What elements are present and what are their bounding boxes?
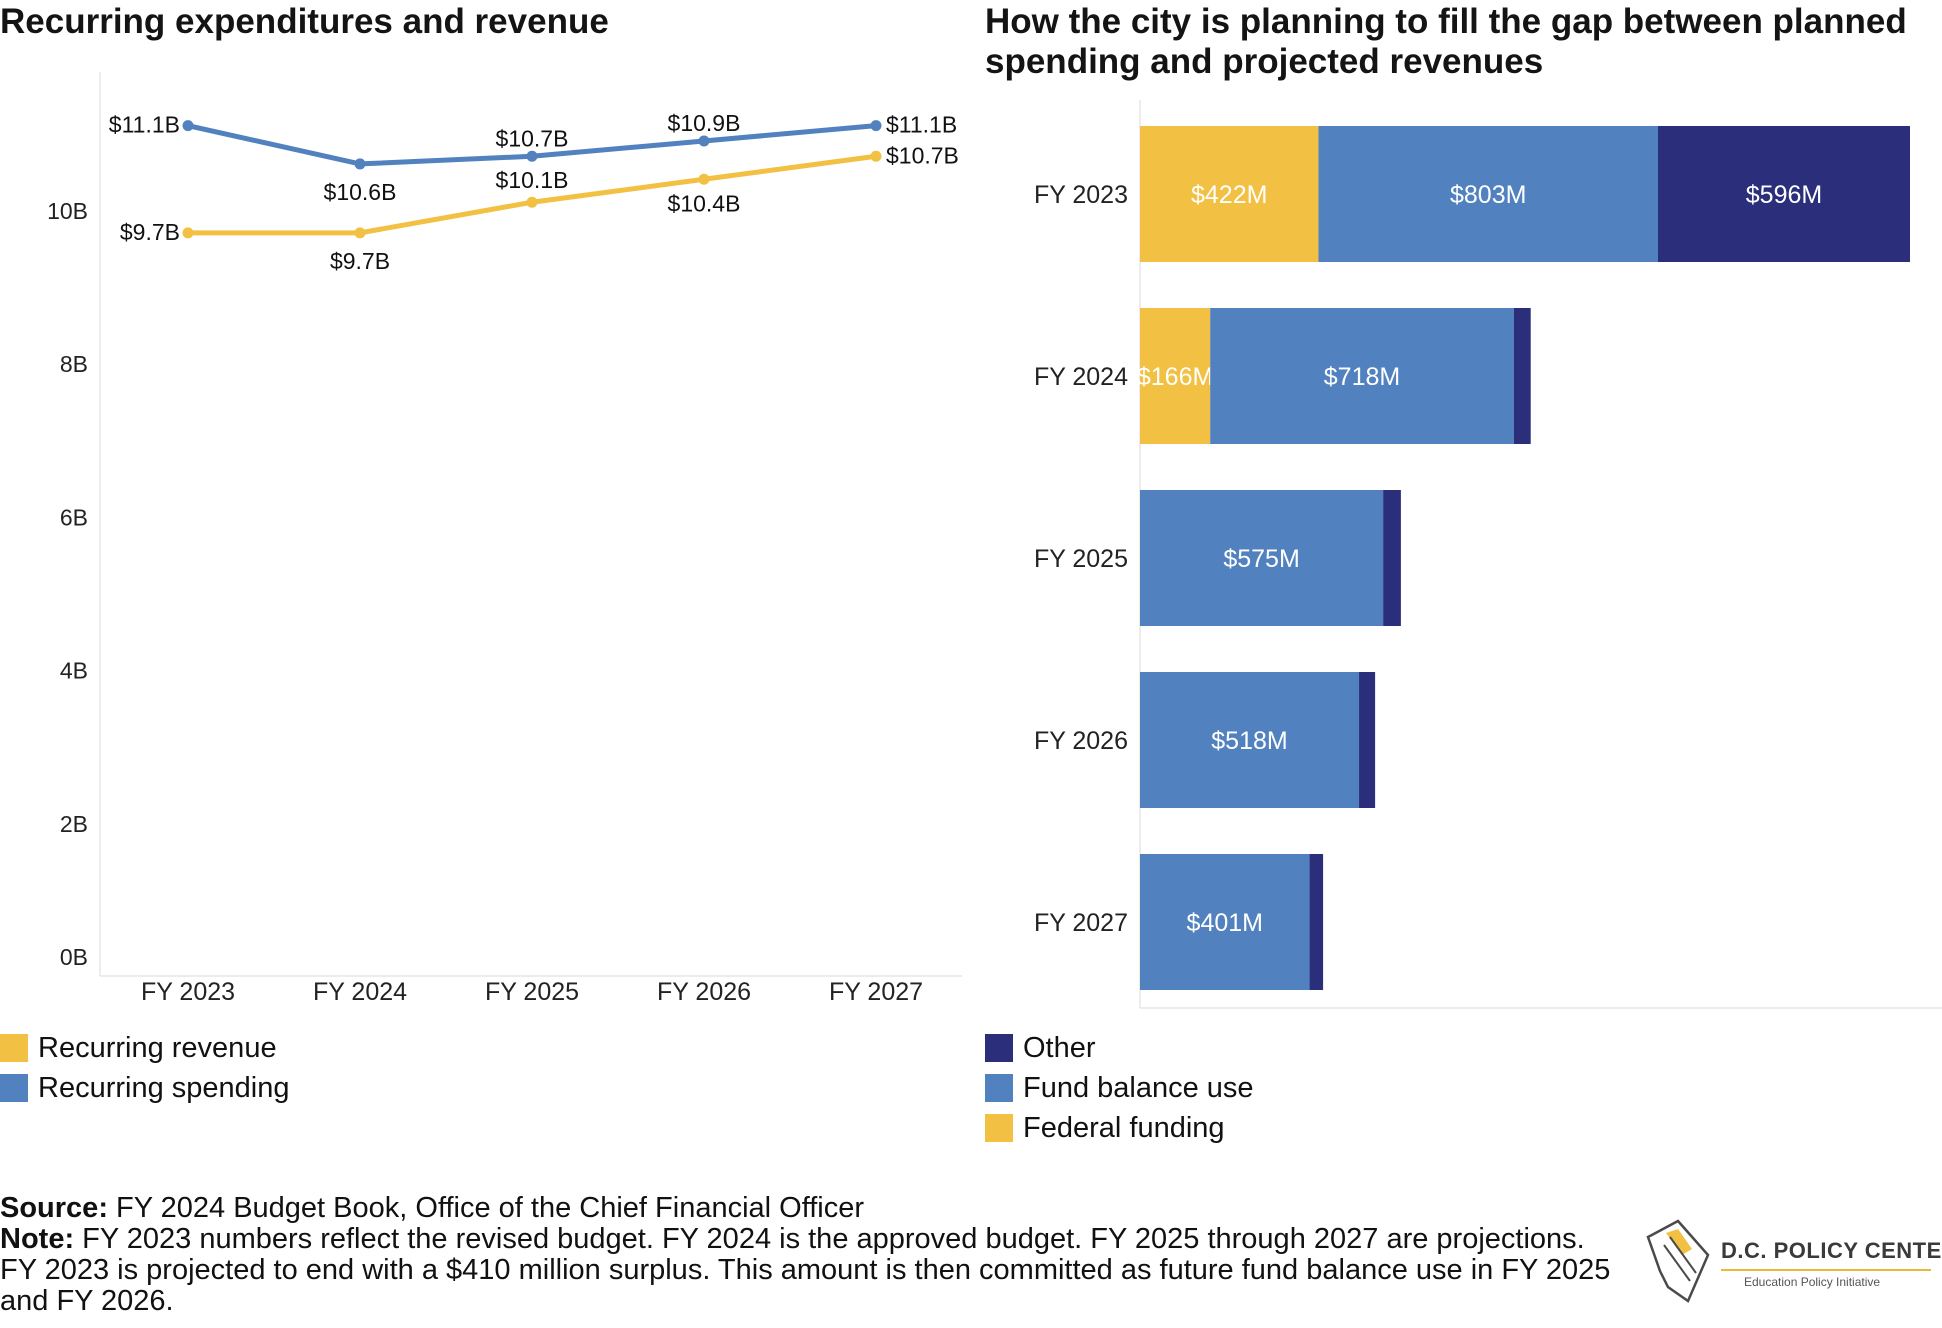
data-label-spending: $11.1B (109, 112, 180, 138)
legend-item-spending: Recurring spending (0, 1068, 289, 1108)
bar-value-label: $803M (1450, 181, 1526, 209)
data-point (182, 120, 194, 132)
bar-value-label: $575M (1223, 545, 1299, 573)
data-point (698, 173, 710, 185)
bar-category-label: FY 2027 (1034, 909, 1128, 937)
dc-policy-center-logo: D.C. POLICY CENTER Education Policy Init… (1638, 1215, 1942, 1305)
line-chart-legend: Recurring revenue Recurring spending (0, 1028, 289, 1108)
footer-notes: Source: FY 2024 Budget Book, Office of t… (0, 1193, 1620, 1317)
y-tick-label: 8B (60, 351, 88, 377)
bar-segment-other (1513, 308, 1531, 444)
data-point (354, 227, 366, 239)
legend-item-federal: Federal funding (985, 1108, 1254, 1148)
bar-segment-fund-balance (1318, 126, 1658, 262)
data-point (526, 150, 538, 162)
logo-divider (1721, 1269, 1931, 1271)
bar-value-label: $401M (1187, 909, 1263, 937)
stacked-bar-chart: FY 2023 $422M $803M $596M FY 2024 $166M $718M F… (1034, 100, 1942, 1009)
data-label-spending: $10.9B (668, 110, 741, 136)
source-line: Source: FY 2024 Budget Book, Office of t… (0, 1193, 1620, 1224)
legend-label-revenue: Recurring revenue (38, 1032, 277, 1064)
data-label-spending: $10.6B (324, 179, 397, 205)
data-label-revenue: $9.7B (330, 248, 390, 274)
bar-segment-federal (1140, 308, 1211, 444)
data-label-revenue: $10.7B (886, 142, 959, 168)
bar-value-label: $596M (1746, 181, 1822, 209)
data-label-spending: $10.7B (496, 125, 569, 151)
bar-segment-fund-balance (1140, 672, 1360, 808)
bar-segment-other (1359, 672, 1376, 808)
left-chart-title: Recurring expenditures and revenue (0, 2, 609, 41)
legend-swatch-federal (985, 1114, 1013, 1142)
y-tick-label: 4B (60, 658, 88, 684)
bar-value-label: $166M (1137, 363, 1213, 391)
logo-subtitle: Education Policy Initiative (1744, 1275, 1881, 1289)
logo-name: D.C. POLICY CENTER (1721, 1238, 1942, 1263)
bar-segment-other (1383, 490, 1401, 626)
bar-segment-fund-balance (1140, 490, 1384, 626)
bar-category-label: FY 2025 (1034, 545, 1128, 573)
y-tick-label: 10B (47, 198, 88, 224)
data-point (526, 196, 538, 208)
legend-swatch-other (985, 1034, 1013, 1062)
bar-value-label: $518M (1211, 727, 1287, 755)
legend-swatch-fund-balance (985, 1074, 1013, 1102)
legend-label-other: Other (1023, 1032, 1096, 1064)
line-chart: 0B 2B 4B 6B 8B 10B FY 2023 FY 2024 FY 2025 FY 202… (47, 72, 962, 1006)
data-label-revenue: $10.1B (496, 167, 569, 193)
x-tick-label: FY 2024 (313, 978, 407, 1006)
legend-label-federal: Federal funding (1023, 1112, 1225, 1144)
legend-swatch-spending (0, 1074, 28, 1102)
y-tick-label: 2B (60, 811, 88, 837)
source-text: FY 2024 Budget Book, Office of the Chief… (107, 1192, 865, 1224)
data-point (698, 135, 710, 147)
data-point (870, 150, 882, 162)
legend-label-fund-balance: Fund balance use (1023, 1072, 1254, 1104)
legend-swatch-revenue (0, 1034, 28, 1062)
note-line: Note: FY 2023 numbers reflect the revise… (0, 1224, 1620, 1317)
right-chart-title: How the city is planning to fill the gap… (985, 2, 1907, 81)
x-tick-label: FY 2023 (141, 978, 235, 1006)
data-point (870, 120, 882, 132)
bar-chart-legend: Other Fund balance use Federal funding (985, 1028, 1254, 1148)
dc-map-pen-icon (1646, 1219, 1710, 1303)
bar-value-label: $422M (1191, 181, 1267, 209)
bar-segment-other (1657, 126, 1910, 262)
legend-label-spending: Recurring spending (38, 1072, 290, 1104)
source-label: Source: (0, 1192, 108, 1224)
y-tick-label: 6B (60, 504, 88, 530)
legend-item-other: Other (985, 1028, 1254, 1068)
data-label-revenue: $9.7B (120, 219, 180, 245)
data-label-spending: $11.1B (886, 112, 957, 138)
note-text: FY 2023 numbers reflect the revised budg… (0, 1223, 1611, 1317)
x-tick-label: FY 2026 (657, 978, 751, 1006)
bar-category-label: FY 2026 (1034, 727, 1128, 755)
bar-category-label: FY 2024 (1034, 363, 1128, 391)
y-tick-label: 0B (60, 944, 88, 970)
bar-segment-fund-balance (1140, 854, 1310, 990)
data-point (354, 158, 366, 170)
bar-segment-federal (1140, 126, 1319, 262)
x-tick-label: FY 2025 (485, 978, 579, 1006)
data-label-revenue: $10.4B (668, 190, 741, 216)
legend-item-revenue: Recurring revenue (0, 1028, 289, 1068)
bar-category-label: FY 2023 (1034, 181, 1128, 209)
bar-value-label: $718M (1324, 363, 1400, 391)
bar-segment-other (1309, 854, 1324, 990)
data-point (182, 227, 194, 239)
x-tick-label: FY 2027 (829, 978, 923, 1006)
note-label: Note: (0, 1223, 75, 1255)
legend-item-fund-balance: Fund balance use (985, 1068, 1254, 1108)
bar-segment-fund-balance (1210, 308, 1514, 444)
